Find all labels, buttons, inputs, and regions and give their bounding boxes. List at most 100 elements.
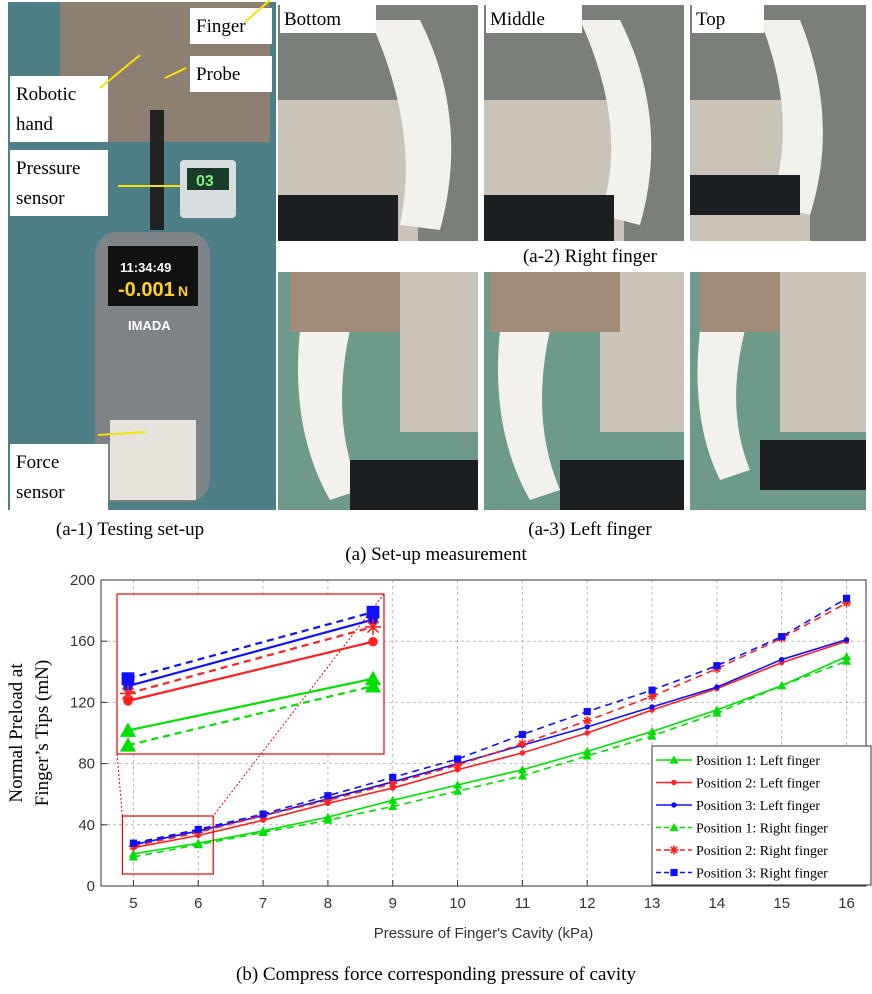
legend-marker	[670, 868, 678, 877]
series-line	[127, 611, 374, 680]
marker	[194, 825, 202, 833]
finger-photos	[278, 5, 866, 510]
series-line	[127, 618, 374, 688]
marker	[323, 815, 333, 824]
marker	[582, 716, 592, 726]
marker	[368, 636, 378, 647]
setup-label: Force	[16, 452, 59, 473]
marker	[647, 691, 657, 701]
sensor-screen	[187, 168, 229, 190]
marker	[518, 730, 526, 739]
label-box	[10, 444, 108, 510]
x-tick-label: 15	[773, 895, 790, 912]
label-box	[280, 5, 376, 33]
series-line	[133, 655, 847, 855]
marker	[120, 737, 136, 752]
marker	[323, 795, 333, 805]
marker	[454, 767, 461, 773]
legend-marker	[671, 802, 677, 808]
legend-marker	[671, 779, 677, 786]
column-label: Middle	[490, 9, 545, 30]
marker	[365, 670, 381, 686]
label-box	[10, 76, 108, 142]
device-text: 11:34:49	[120, 260, 171, 275]
legend-marker	[669, 755, 679, 764]
marker	[517, 765, 527, 774]
series-line	[127, 677, 374, 732]
probe-rod	[150, 110, 164, 230]
arrow	[244, 0, 271, 23]
x-tick-label: 16	[838, 895, 855, 912]
series-line	[133, 640, 847, 849]
device-text: N	[178, 283, 188, 299]
marker	[388, 778, 398, 788]
marker	[193, 840, 203, 849]
chart: 0 40 80 120 160 200 5 6 7 8 9 10 11 12 13 14 15 16 Pressur…	[6, 572, 872, 985]
force-screen	[108, 246, 198, 306]
marker	[583, 707, 591, 716]
x-tick-label: 5	[129, 895, 137, 912]
label-box	[486, 5, 582, 33]
legend-box	[651, 745, 872, 886]
marker	[842, 594, 851, 602]
marker	[324, 792, 332, 800]
marker	[519, 750, 526, 756]
caption: (a-1) Testing set-up	[56, 519, 204, 540]
photos	[8, 2, 866, 510]
device-text: 03	[196, 173, 214, 190]
marker	[582, 751, 592, 760]
marker	[453, 755, 462, 763]
marker	[389, 773, 397, 781]
marker	[714, 684, 720, 690]
y-tick-label: 40	[78, 817, 95, 834]
legend-marker	[669, 823, 679, 832]
series-line	[127, 640, 374, 702]
marker	[258, 827, 268, 837]
setup-label: Pressure	[16, 158, 80, 179]
marker	[128, 852, 138, 861]
series-line	[133, 660, 847, 858]
force-label-plate	[110, 420, 196, 500]
marker	[777, 681, 787, 690]
legend-marker	[669, 845, 679, 855]
y-tick-label: 120	[70, 694, 95, 711]
caption: (a-3) Left finger	[528, 519, 652, 540]
marker	[453, 786, 463, 795]
legend-label: Position 1: Right finger	[696, 822, 828, 837]
marker	[843, 636, 850, 643]
photo-labels: Finger Probe Robotic hand Pressure sensor Forc…	[10, 0, 764, 565]
setup-label: sensor	[16, 188, 65, 209]
x-tick-label: 6	[194, 895, 202, 912]
x-tick-label: 10	[449, 895, 466, 912]
label-box	[190, 8, 272, 44]
marker	[388, 801, 398, 811]
marker	[121, 672, 135, 686]
legend-label: Position 2: Left finger	[696, 777, 820, 792]
y-tick-label: 200	[70, 572, 95, 589]
marker	[648, 686, 656, 694]
caption: (b) Compress force corresponding pressur…	[236, 964, 636, 985]
marker	[453, 780, 463, 789]
inset-frame	[116, 593, 385, 755]
y-tick-label: 160	[70, 633, 95, 650]
legend-label: Position 3: Right finger	[696, 867, 828, 882]
zoom-box	[121, 815, 214, 875]
marker	[260, 817, 266, 823]
caption: (a) Set-up measurement	[345, 544, 527, 565]
y-axis-label: Finger’s Tips (mN)	[32, 660, 53, 806]
setup-label: hand	[16, 114, 53, 135]
x-tick-label: 8	[324, 895, 332, 912]
arrow	[97, 431, 146, 436]
legend-label: Position 2: Right finger	[696, 844, 828, 859]
marker	[129, 839, 138, 847]
zoom-link	[212, 593, 385, 817]
label-box	[692, 5, 764, 33]
x-tick-label: 7	[259, 895, 267, 912]
setup-label: Finger	[196, 16, 246, 37]
marker	[647, 726, 657, 736]
x-tick-label: 14	[709, 895, 726, 912]
legend: Position 1: Left finger Position 2: Left …	[651, 745, 872, 886]
y-tick-label: 80	[78, 756, 95, 773]
x-tick-label: 11	[515, 895, 531, 912]
